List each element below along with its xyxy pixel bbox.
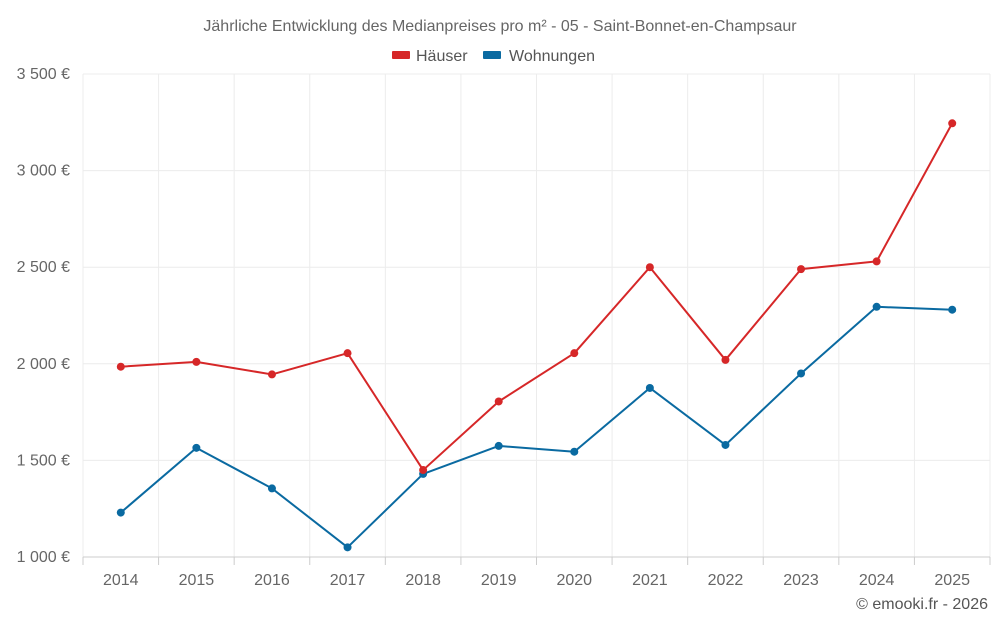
data-point[interactable] bbox=[343, 349, 352, 358]
x-tick-label: 2019 bbox=[481, 572, 517, 589]
x-tick-label: 2021 bbox=[632, 572, 668, 589]
data-point[interactable] bbox=[948, 119, 957, 128]
data-point[interactable] bbox=[797, 265, 806, 274]
data-point[interactable] bbox=[872, 257, 881, 266]
legend-item-0[interactable]: Häuser bbox=[392, 48, 468, 65]
data-point[interactable] bbox=[494, 441, 503, 450]
series-line-1 bbox=[120, 305, 953, 549]
y-tick-label: 2 000 € bbox=[17, 356, 70, 373]
y-tick-label: 2 500 € bbox=[17, 259, 70, 276]
legend-item-1[interactable]: Wohnungen bbox=[483, 48, 595, 65]
y-tick-label: 1 000 € bbox=[17, 549, 70, 566]
data-point[interactable] bbox=[948, 305, 957, 314]
y-tick-label: 1 500 € bbox=[17, 452, 70, 469]
data-point[interactable] bbox=[645, 383, 654, 392]
data-point[interactable] bbox=[494, 397, 503, 406]
data-point[interactable] bbox=[419, 466, 428, 475]
credit-text: © emooki.fr - 2026 bbox=[856, 596, 988, 613]
data-point[interactable] bbox=[570, 447, 579, 456]
x-tick-label: 2023 bbox=[783, 572, 819, 589]
data-point[interactable] bbox=[797, 369, 806, 378]
axes: 1 000 € 1 500 € 2 000 € 2 500 € 3 000 € 3 500… bbox=[17, 66, 991, 589]
series bbox=[116, 119, 957, 552]
legend: Häuser Wohnungen bbox=[392, 48, 595, 65]
data-point[interactable] bbox=[192, 357, 201, 366]
data-point[interactable] bbox=[872, 302, 881, 311]
data-point[interactable] bbox=[267, 484, 276, 493]
chart-title: Jährliche Entwicklung des Medianpreises … bbox=[203, 18, 797, 35]
legend-swatch-0 bbox=[392, 51, 410, 59]
x-tick-label: 2016 bbox=[254, 572, 290, 589]
series-1 bbox=[116, 302, 957, 552]
x-tick-label: 2020 bbox=[556, 572, 592, 589]
legend-label-0: Häuser bbox=[416, 48, 468, 65]
data-point[interactable] bbox=[192, 443, 201, 452]
data-point[interactable] bbox=[343, 543, 352, 552]
data-point[interactable] bbox=[570, 349, 579, 358]
series-0 bbox=[116, 119, 957, 475]
data-point[interactable] bbox=[267, 370, 276, 379]
x-tick-label: 2018 bbox=[405, 572, 441, 589]
x-tick-label: 2014 bbox=[103, 572, 139, 589]
grid bbox=[82, 73, 991, 557]
y-tick-label: 3 000 € bbox=[17, 163, 70, 180]
data-point[interactable] bbox=[116, 362, 125, 371]
x-tick-label: 2022 bbox=[708, 572, 744, 589]
legend-swatch-1 bbox=[483, 51, 501, 59]
data-point[interactable] bbox=[645, 263, 654, 272]
x-tick-label: 2024 bbox=[859, 572, 895, 589]
y-tick-label: 3 500 € bbox=[17, 66, 70, 83]
x-tick-label: 2015 bbox=[179, 572, 215, 589]
legend-label-1: Wohnungen bbox=[509, 48, 595, 65]
series-line-0 bbox=[120, 122, 954, 472]
x-tick-label: 2017 bbox=[330, 572, 366, 589]
data-point[interactable] bbox=[721, 440, 730, 449]
data-point[interactable] bbox=[721, 355, 730, 364]
x-tick-label: 2025 bbox=[934, 572, 970, 589]
data-point[interactable] bbox=[116, 508, 125, 517]
